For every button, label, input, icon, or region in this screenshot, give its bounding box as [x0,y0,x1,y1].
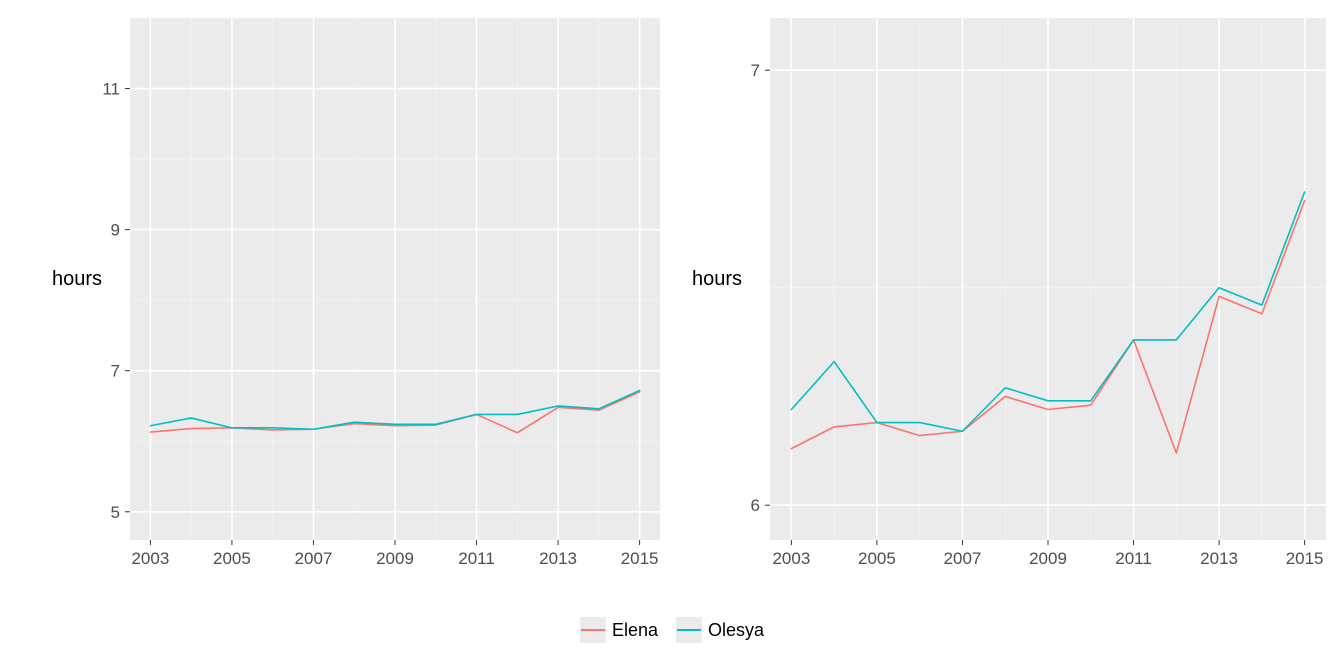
svg-text:2003: 2003 [772,549,810,568]
svg-text:2011: 2011 [458,549,495,568]
panel-right: 2003 2005 2007 2009 2011 2013 2015 6 7 hours [672,0,1344,588]
svg-text:hours: hours [52,268,102,290]
svg-text:2009: 2009 [1029,549,1067,568]
legend-item-elena: Elena [580,617,658,643]
svg-text:7: 7 [751,61,760,80]
figure: 2003 2005 2007 2009 2011 2013 2015 5 7 9 11 hours 2… [0,0,1344,672]
legend-line-elena [581,629,605,631]
svg-text:2011: 2011 [1115,549,1152,568]
legend-line-olesya [677,629,701,631]
svg-text:hours: hours [692,268,742,290]
svg-text:2003: 2003 [131,549,169,568]
legend-item-olesya: Olesya [676,617,764,643]
svg-text:9: 9 [111,221,120,240]
svg-text:11: 11 [102,80,120,99]
panel-left: 2003 2005 2007 2009 2011 2013 2015 5 7 9 11 hours [0,0,672,588]
svg-text:6: 6 [751,496,760,515]
legend-label-elena: Elena [612,620,658,641]
svg-text:2013: 2013 [539,549,577,568]
svg-text:7: 7 [111,362,120,381]
svg-text:2005: 2005 [213,549,251,568]
svg-text:2015: 2015 [1286,549,1324,568]
svg-text:2013: 2013 [1200,549,1238,568]
legend-key-elena [580,617,606,643]
panels-row: 2003 2005 2007 2009 2011 2013 2015 5 7 9 11 hours 2… [0,0,1344,588]
svg-text:2005: 2005 [858,549,896,568]
svg-text:2007: 2007 [295,549,333,568]
svg-text:5: 5 [111,503,120,522]
svg-text:2015: 2015 [621,549,659,568]
panel-right-svg: 2003 2005 2007 2009 2011 2013 2015 6 7 hours [672,0,1344,588]
legend-label-olesya: Olesya [708,620,764,641]
svg-text:2009: 2009 [376,549,414,568]
panel-left-svg: 2003 2005 2007 2009 2011 2013 2015 5 7 9 11 hours [0,0,672,588]
legend-key-olesya [676,617,702,643]
svg-text:2007: 2007 [944,549,982,568]
legend: Elena Olesya [0,588,1344,672]
